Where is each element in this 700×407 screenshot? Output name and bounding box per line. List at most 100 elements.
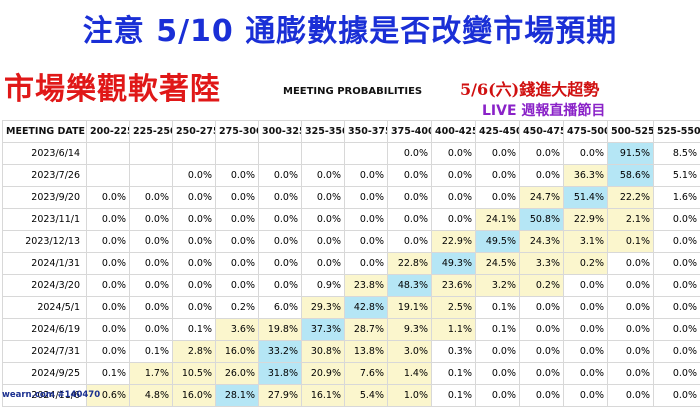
probability-cell: 0.0%	[520, 341, 564, 363]
probability-cell: 22.8%	[388, 253, 432, 275]
probability-cell: 19.1%	[388, 297, 432, 319]
probability-cell: 0.1%	[87, 363, 130, 385]
meeting-date-cell: 2024/1/31	[3, 253, 87, 275]
probability-cell: 0.0%	[130, 253, 173, 275]
probability-cell: 3.0%	[388, 341, 432, 363]
probability-cell: 48.3%	[388, 275, 432, 297]
probability-cell: 0.0%	[130, 297, 173, 319]
probability-cell: 0.0%	[216, 187, 259, 209]
title-band: 市場樂觀軟著陸 MEETING PROBABILITIES 5/6(六)錢進大超…	[0, 64, 700, 120]
probability-cell	[259, 143, 302, 165]
probability-cell: 0.0%	[654, 275, 700, 297]
header-range: 500-525	[608, 121, 654, 143]
probability-cell: 24.3%	[520, 231, 564, 253]
probability-cell: 4.8%	[130, 385, 173, 407]
probability-cell: 33.2%	[259, 341, 302, 363]
probability-cell: 91.5%	[608, 143, 654, 165]
table-title: MEETING PROBABILITIES	[283, 86, 422, 97]
probability-cell	[302, 143, 345, 165]
red-title: 市場樂觀軟著陸	[4, 66, 221, 114]
probability-cell: 42.8%	[345, 297, 388, 319]
meeting-date-cell: 2023/9/20	[3, 187, 87, 209]
probability-cell	[216, 143, 259, 165]
probability-cell: 0.0%	[87, 187, 130, 209]
probability-cell: 23.6%	[432, 275, 476, 297]
probability-cell: 31.8%	[259, 363, 302, 385]
probability-cell: 0.0%	[432, 165, 476, 187]
probability-cell: 1.7%	[130, 363, 173, 385]
probability-cell: 0.0%	[173, 253, 216, 275]
probability-cell: 0.0%	[388, 187, 432, 209]
probability-cell: 30.8%	[302, 341, 345, 363]
probability-cell: 0.0%	[216, 275, 259, 297]
probability-cell: 0.0%	[345, 231, 388, 253]
probability-cell: 9.3%	[388, 319, 432, 341]
probability-cell: 0.1%	[476, 297, 520, 319]
probability-cell: 0.0%	[654, 363, 700, 385]
probability-cell: 19.8%	[259, 319, 302, 341]
probability-cell: 0.0%	[432, 187, 476, 209]
probability-cell: 6.0%	[259, 297, 302, 319]
probability-cell: 0.0%	[173, 187, 216, 209]
probability-cell: 13.8%	[345, 341, 388, 363]
probability-cell: 0.0%	[302, 253, 345, 275]
probability-cell: 0.2%	[216, 297, 259, 319]
header-range: 400-425	[432, 121, 476, 143]
probability-cell: 0.0%	[259, 209, 302, 231]
probability-cell: 0.0%	[608, 319, 654, 341]
probability-cell: 0.0%	[87, 253, 130, 275]
probability-cell: 0.0%	[173, 297, 216, 319]
probability-cell: 0.0%	[388, 209, 432, 231]
probability-cell: 0.0%	[87, 297, 130, 319]
probability-cell	[345, 143, 388, 165]
probability-cell: 20.9%	[302, 363, 345, 385]
probability-cell: 22.9%	[432, 231, 476, 253]
probability-cell: 0.1%	[432, 385, 476, 407]
promo-line-2: LIVE 週報直播節目	[482, 100, 605, 120]
probability-cell: 26.0%	[216, 363, 259, 385]
probability-cell: 0.0%	[608, 341, 654, 363]
probability-cell: 0.0%	[130, 209, 173, 231]
probability-cell: 0.0%	[564, 275, 608, 297]
probability-cell: 58.6%	[608, 165, 654, 187]
probability-cell: 0.0%	[654, 297, 700, 319]
probability-cell: 10.5%	[173, 363, 216, 385]
header-range: 275-300	[216, 121, 259, 143]
probability-cell: 0.2%	[520, 275, 564, 297]
probability-cell: 0.0%	[345, 187, 388, 209]
probability-cell: 16.0%	[216, 341, 259, 363]
probability-cell: 0.0%	[654, 231, 700, 253]
probability-cell: 0.1%	[432, 363, 476, 385]
probability-cell: 0.0%	[520, 363, 564, 385]
probability-cell: 0.0%	[654, 253, 700, 275]
probability-cell: 0.0%	[87, 275, 130, 297]
probability-cell: 49.3%	[432, 253, 476, 275]
probability-cell: 0.0%	[388, 143, 432, 165]
probability-cell: 24.5%	[476, 253, 520, 275]
probability-cell: 24.1%	[476, 209, 520, 231]
promo-line-1: 5/6(六)錢進大超勢	[460, 76, 599, 100]
probability-cell: 0.0%	[345, 165, 388, 187]
header-range: 300-325	[259, 121, 302, 143]
probability-cell: 0.0%	[476, 341, 520, 363]
probability-cell: 0.1%	[476, 319, 520, 341]
probability-cell: 0.0%	[173, 275, 216, 297]
probability-cell: 0.1%	[130, 341, 173, 363]
probability-cell: 0.0%	[476, 187, 520, 209]
probability-cell: 0.0%	[173, 231, 216, 253]
probability-cell: 0.0%	[432, 143, 476, 165]
probability-cell: 28.1%	[216, 385, 259, 407]
probability-cell: 0.0%	[654, 209, 700, 231]
probability-cell: 0.0%	[476, 143, 520, 165]
probability-cell: 0.0%	[87, 341, 130, 363]
